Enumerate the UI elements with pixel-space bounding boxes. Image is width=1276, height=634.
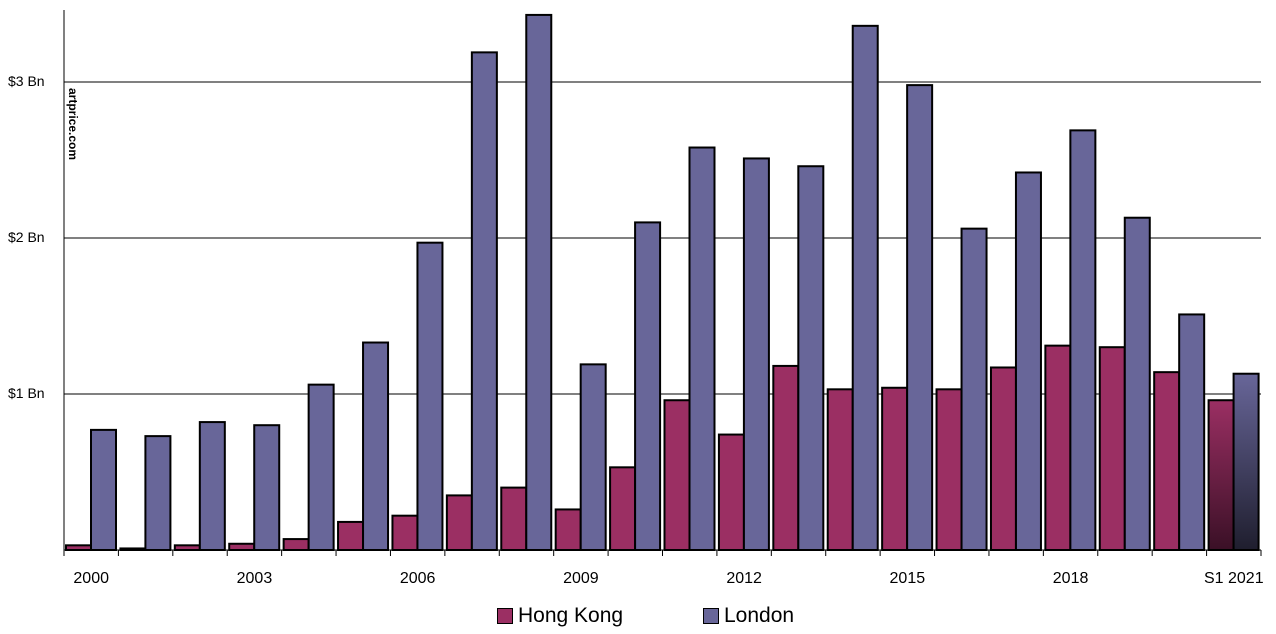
x-tick-label-2003: 2003 [237,570,273,587]
legend-label-hong-kong: Hong Kong [518,604,624,627]
bar-hong-kong-2012 [717,433,745,551]
bar-london-2013 [797,165,825,552]
legend-swatch-london [703,608,719,624]
bar-chart: $1 Bn $2 Bn $3 Bn 2000 2003 2006 2009 2012 2015 2… [8,10,1264,587]
x-tick-label-2000: 2000 [73,570,109,587]
x-tick-label-S1-2021: S1 2021 [1204,570,1264,587]
y-tick-label-1: $1 Bn [8,385,45,401]
bar-hong-kong-2013 [772,364,800,552]
bar-london-2016 [960,227,988,551]
legend-item-london: London [703,604,794,628]
x-tick-label-2009: 2009 [563,570,599,587]
bar-hong-kong-2004 [282,538,310,552]
x-tick-label-2018: 2018 [1053,570,1089,587]
legend-swatch-hong-kong [497,608,513,624]
bar-london-2014 [851,24,879,551]
bar-hong-kong-2002 [173,544,201,552]
x-tick-label-2015: 2015 [890,570,926,587]
bar-london-2001 [144,435,172,551]
bar-hong-kong-2017 [989,366,1017,552]
legend: Hong Kong London [0,604,1276,634]
bar-hong-kong-S1-2021 [1207,399,1235,551]
bar-hong-kong-2000 [65,544,92,552]
bar-hong-kong-2009 [554,508,582,552]
bar-london-S1-2021 [1232,372,1260,551]
bar-london-2019 [1123,216,1151,551]
bar-hong-kong-2019 [1098,346,1126,552]
bar-london-2007 [470,51,498,552]
bar-hong-kong-2010 [609,466,637,552]
bar-london-2005 [362,341,390,551]
bar-london-2003 [253,424,281,552]
bar-london-2018 [1069,129,1097,552]
legend-label-london: London [724,604,795,627]
bar-london-2004 [307,383,335,552]
bar-hong-kong-2018 [1044,344,1072,552]
y-tick-label-2: $2 Bn [8,229,45,245]
bar-hong-kong-2015 [881,386,909,552]
legend-item-hong-kong: Hong Kong [497,604,623,628]
bar-hong-kong-2007 [445,494,473,551]
bar-hong-kong-2003 [228,542,256,552]
x-tick-label-2006: 2006 [400,570,436,587]
bar-london-2006 [416,241,444,551]
bar-london-2010 [634,221,662,551]
bar-london-2011 [688,146,716,552]
bar-london-2015 [906,84,934,552]
bar-hong-kong-2008 [500,486,528,552]
bar-london-2012 [742,157,770,551]
y-tick-label-3: $3 Bn [8,73,45,89]
bar-hong-kong-2011 [663,399,691,551]
x-tick-label-2012: 2012 [726,570,762,587]
bar-london-2009 [579,363,607,551]
bar-london-2020 [1178,313,1206,551]
bar-hong-kong-2016 [935,388,963,551]
bar-london-2017 [1014,171,1042,551]
bar-hong-kong-2005 [337,520,365,551]
bar-hong-kong-2014 [826,388,854,551]
bar-hong-kong-2020 [1153,371,1181,551]
bar-london-2002 [198,421,226,551]
bar-london-2000 [90,428,117,552]
watermark: artprice.com [66,88,80,161]
bar-hong-kong-2006 [391,514,419,551]
bar-london-2008 [525,13,553,552]
